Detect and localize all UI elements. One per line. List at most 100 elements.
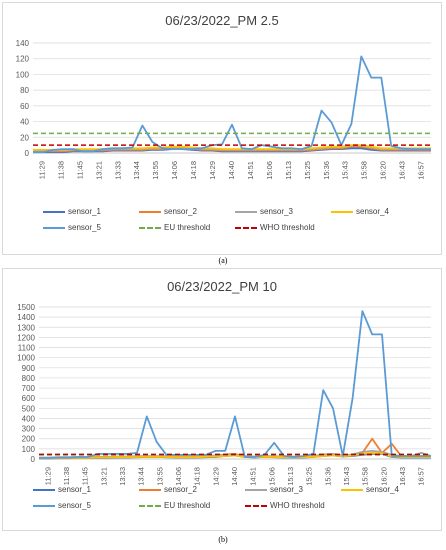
y-tick-label: 1200 <box>17 333 35 342</box>
legend-eu-threshold: EU threshold <box>139 501 210 510</box>
legend-label: EU threshold <box>164 501 211 510</box>
y-tick-label: 1100 <box>18 344 36 353</box>
legend-label: sensor_5 <box>58 501 91 510</box>
legend-sensor-3: sensor_3 <box>245 485 303 494</box>
legend-sensor-2: sensor_2 <box>139 207 197 216</box>
legend-eu-threshold: EU threshold <box>139 223 210 232</box>
legend-sensor-3: sensor_3 <box>235 207 293 216</box>
y-tick-label: 120 <box>16 55 30 64</box>
y-tick-label: 0 <box>31 455 36 464</box>
x-tick-label: 16:20 <box>379 161 388 180</box>
legend-label: sensor_1 <box>58 485 91 494</box>
legend-label: EU threshold <box>164 223 211 232</box>
y-tick-label: 40 <box>20 118 29 127</box>
chart-panel-a: 06/23/2022_PM 2.5 0 20 40 60 80 100 120 140 11:2… <box>2 2 442 255</box>
legend-label: sensor_1 <box>68 207 101 216</box>
x-tick-label: 13:21 <box>94 161 103 180</box>
x-tick-label: 15:58 <box>361 467 370 486</box>
x-tick-label: 14:29 <box>211 467 220 486</box>
legend-swatch <box>33 488 55 491</box>
legend-who-threshold: WHO threshold <box>245 501 325 510</box>
y-tick-label: 600 <box>22 394 36 403</box>
chart-title: 06/23/2022_PM 2.5 <box>165 13 279 28</box>
x-tick-label: 14:40 <box>227 161 236 180</box>
y-tick-label: 0 <box>25 149 30 158</box>
y-tick-label: 500 <box>22 404 36 413</box>
x-tick-label: 13:21 <box>99 467 108 486</box>
x-tick-label: 11:45 <box>75 161 84 179</box>
x-tick-label: 14:06 <box>170 161 179 180</box>
legend-sensor-1: sensor_1 <box>33 485 91 494</box>
x-tick-label: 15:13 <box>286 467 295 486</box>
legend-label: sensor_2 <box>164 207 197 216</box>
legend-label: sensor_5 <box>68 223 101 232</box>
x-tick-label: 15:58 <box>360 161 369 180</box>
legend-swatch <box>331 210 353 213</box>
series-line-sensor_5 <box>33 55 431 154</box>
y-tick-label: 700 <box>22 384 36 393</box>
x-tick-label: 13:44 <box>132 161 141 180</box>
y-tick-label: 200 <box>22 435 36 444</box>
y-tick-label: 400 <box>22 414 36 423</box>
legend-label: sensor_2 <box>164 485 197 494</box>
legend-swatch <box>245 504 267 507</box>
x-tick-label: 15:43 <box>341 161 350 180</box>
y-tick-label: 1400 <box>17 313 35 322</box>
y-tick-label: 80 <box>20 86 29 95</box>
x-tick-label: 11:29 <box>43 467 52 485</box>
series-line-sensor_5 <box>39 310 431 459</box>
legend-who-threshold: WHO threshold <box>235 223 315 232</box>
x-tick-label: 11:29 <box>37 161 46 179</box>
legend-swatch <box>341 488 363 491</box>
x-tick-label: 13:55 <box>151 161 160 180</box>
x-tick-label: 15:06 <box>267 467 276 486</box>
caption-b: (b) <box>218 535 228 544</box>
x-tick-label: 11:38 <box>62 467 71 485</box>
x-tick-label: 14:18 <box>193 467 202 486</box>
chart-title: 06/23/2022_PM 10 <box>167 279 277 294</box>
y-tick-label: 100 <box>22 445 36 454</box>
legend-swatch <box>235 210 257 213</box>
x-tick-label: 11:45 <box>81 467 90 485</box>
x-tick-label: 16:43 <box>398 467 407 486</box>
chart-plot-a: 0 20 40 60 80 100 120 140 11:29 11:38 11:45 13:21 13… <box>16 39 431 180</box>
y-tick-label: 20 <box>20 133 29 142</box>
x-tick-label: 16:43 <box>398 161 407 180</box>
x-tick-label: 15:25 <box>303 161 312 180</box>
y-tick-label: 800 <box>22 374 36 383</box>
legend-label: sensor_3 <box>270 485 303 494</box>
legend-label: WHO threshold <box>270 501 325 510</box>
x-tick-label: 16:20 <box>379 467 388 486</box>
legend-swatch <box>139 504 161 507</box>
x-tick-label: 15:25 <box>305 467 314 486</box>
legend-swatch <box>245 488 267 491</box>
legend-sensor-1: sensor_1 <box>43 207 101 216</box>
x-tick-label: 16:57 <box>417 467 426 486</box>
x-tick-label: 15:13 <box>284 161 293 180</box>
x-tick-label: 14:51 <box>249 467 258 486</box>
x-tick-label: 15:36 <box>323 467 332 486</box>
x-tick-label: 14:29 <box>208 161 217 180</box>
legend-label: sensor_3 <box>260 207 293 216</box>
legend-sensor-2: sensor_2 <box>139 485 197 494</box>
y-tick-label: 140 <box>16 39 30 48</box>
y-tick-label: 1000 <box>17 354 35 363</box>
legend-swatch <box>43 226 65 229</box>
x-tick-label: 13:44 <box>137 467 146 486</box>
y-tick-label: 60 <box>20 102 29 111</box>
x-tick-label: 13:33 <box>118 467 127 486</box>
x-tick-label: 11:38 <box>56 161 65 179</box>
legend-label: WHO threshold <box>260 223 315 232</box>
y-tick-label: 900 <box>22 364 36 373</box>
x-tick-label: 14:18 <box>189 161 198 180</box>
x-tick-label: 15:06 <box>265 161 274 180</box>
x-tick-label: 14:06 <box>174 467 183 486</box>
legend-sensor-4: sensor_4 <box>331 207 389 216</box>
x-tick-label: 15:36 <box>322 161 331 180</box>
x-tick-label: 15:43 <box>342 467 351 486</box>
x-tick-label: 14:51 <box>246 161 255 180</box>
chart-panel-b: 06/23/2022_PM 10 0 100 200 300 400 500 600 700 8… <box>2 268 442 531</box>
legend-label: sensor_4 <box>356 207 389 216</box>
legend-swatch <box>43 210 65 213</box>
